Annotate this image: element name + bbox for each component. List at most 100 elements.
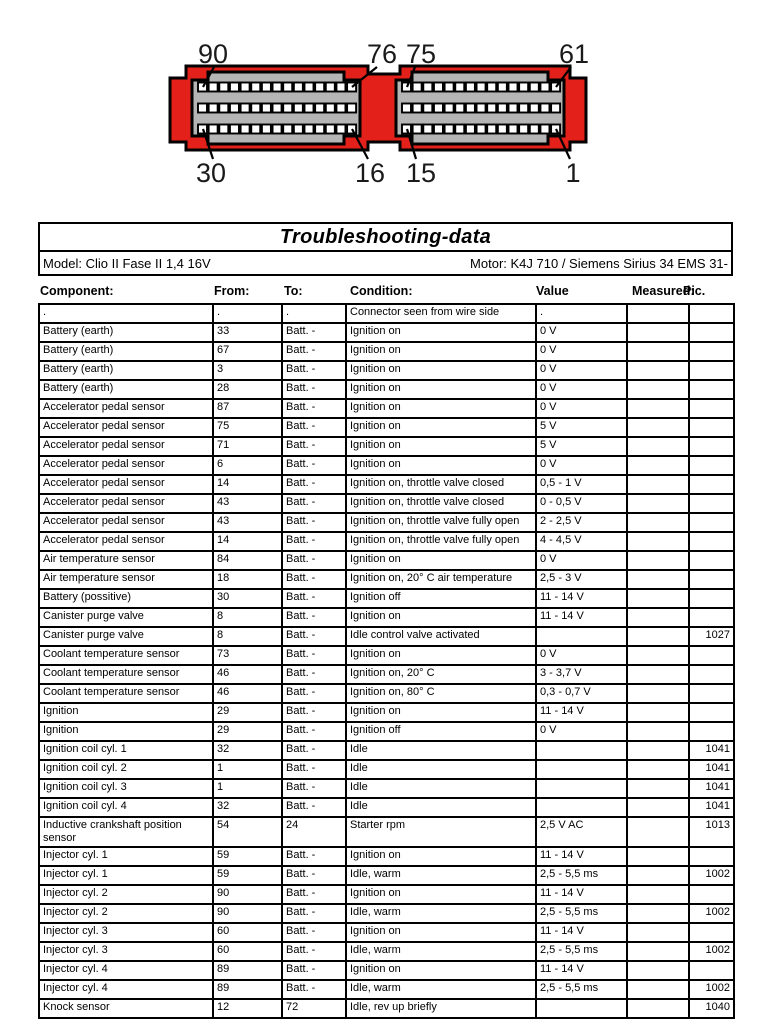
cell-pic: 1041 — [688, 778, 735, 799]
cell-value: . — [535, 303, 628, 324]
cell-from: 32 — [212, 740, 283, 761]
cell-condition: Idle, warm — [345, 979, 537, 1000]
cell-component: Accelerator pedal sensor — [38, 531, 214, 552]
cell-to: 24 — [281, 816, 347, 848]
cell-from: 46 — [212, 683, 283, 704]
cell-pic — [688, 922, 735, 943]
cell-to: Batt. - — [281, 379, 347, 400]
cell-to: Batt. - — [281, 569, 347, 590]
cell-pic — [688, 322, 735, 343]
connector-pin — [422, 123, 434, 135]
cell-value — [535, 759, 628, 780]
cell-component: Battery (earth) — [38, 360, 214, 381]
cell-measured — [626, 903, 690, 924]
pin-label-76: 76 — [367, 39, 397, 69]
cell-measured — [626, 721, 690, 742]
connector-pin — [271, 102, 283, 114]
cell-pic — [688, 303, 735, 324]
cell-component: Ignition coil cyl. 4 — [38, 797, 214, 818]
connector-pin — [401, 81, 412, 93]
connector-pin — [207, 102, 219, 114]
cell-value: 2 - 2,5 V — [535, 512, 628, 533]
connector-pin — [433, 123, 444, 135]
cell-component: Ignition — [38, 702, 214, 723]
connector-pin — [303, 81, 315, 93]
connector-pin — [507, 102, 519, 114]
connector-pin — [282, 123, 294, 135]
cell-component: Air temperature sensor — [38, 550, 214, 571]
cell-component: Injector cyl. 2 — [38, 903, 214, 924]
cell-measured — [626, 740, 690, 761]
cell-component: Injector cyl. 4 — [38, 979, 214, 1000]
connector-pin — [443, 102, 455, 114]
table-row: Ignition 29 Batt. - Ignition on 11 - 14 V — [38, 702, 735, 723]
connector-pin — [486, 123, 498, 135]
cell-to: Batt. - — [281, 797, 347, 818]
connector-pin — [401, 123, 412, 135]
cell-condition: Idle, warm — [345, 865, 537, 886]
cell-pic — [688, 398, 735, 419]
cell-value — [535, 778, 628, 799]
table-row: Injector cyl. 3 60 Batt. - Idle, warm 2,5 - … — [38, 941, 735, 962]
cell-measured — [626, 474, 690, 495]
cell-component: Accelerator pedal sensor — [38, 474, 214, 495]
cell-to: Batt. - — [281, 922, 347, 943]
connector-pin — [422, 102, 434, 114]
cell-value: 11 - 14 V — [535, 922, 628, 943]
connector-pin — [454, 102, 466, 114]
cell-pic: 1041 — [688, 740, 735, 761]
connector-pin — [401, 102, 412, 114]
cell-condition: Ignition on — [345, 884, 537, 905]
table-row: Accelerator pedal sensor 71 Batt. - Ignitio… — [38, 436, 735, 457]
cell-component: Battery (earth) — [38, 341, 214, 362]
cell-to: Batt. - — [281, 607, 347, 628]
connector-pin — [303, 102, 315, 114]
cell-from: 75 — [212, 417, 283, 438]
cell-condition: Ignition on, throttle valve fully open — [345, 531, 537, 552]
cell-condition: Idle, warm — [345, 903, 537, 924]
cell-from: 14 — [212, 474, 283, 495]
motor-text: Motor: K4J 710 / Siemens Sirius 34 EMS 3… — [470, 255, 728, 271]
cell-from: 28 — [212, 379, 283, 400]
cell-pic: 1002 — [688, 865, 735, 886]
cell-pic — [688, 531, 735, 552]
cell-condition: Idle — [345, 740, 537, 761]
cell-condition: Idle — [345, 797, 537, 818]
cell-measured — [626, 607, 690, 628]
connector-pin — [228, 102, 240, 114]
cell-value: 2,5 - 5,5 ms — [535, 979, 628, 1000]
cell-measured — [626, 979, 690, 1000]
cell-component: Injector cyl. 1 — [38, 865, 214, 886]
col-header-value: Value — [536, 284, 569, 298]
connector-pin — [411, 81, 423, 93]
cell-value: 11 - 14 V — [535, 846, 628, 867]
cell-value: 11 - 14 V — [535, 588, 628, 609]
cell-from: 59 — [212, 846, 283, 867]
connector-pin — [228, 81, 240, 93]
cell-from: 89 — [212, 960, 283, 981]
cell-condition: Idle, rev up briefly — [345, 998, 537, 1019]
cell-value: 0 V — [535, 550, 628, 571]
table-row: Accelerator pedal sensor 43 Batt. - Ignitio… — [38, 493, 735, 514]
cell-condition: Connector seen from wire side — [345, 303, 537, 324]
cell-value — [535, 797, 628, 818]
connector-pin — [324, 81, 336, 93]
cell-pic: 1002 — [688, 941, 735, 962]
cell-value: 2,5 - 5,5 ms — [535, 865, 628, 886]
cell-from: 14 — [212, 531, 283, 552]
cell-to: Batt. - — [281, 531, 347, 552]
table-row: Injector cyl. 2 90 Batt. - Ignition on 11 - … — [38, 884, 735, 905]
cell-to: Batt. - — [281, 398, 347, 419]
cell-value: 11 - 14 V — [535, 702, 628, 723]
cell-condition: Ignition on, 20° C — [345, 664, 537, 685]
cell-to: Batt. - — [281, 865, 347, 886]
connector-pin — [314, 102, 326, 114]
cell-measured — [626, 922, 690, 943]
connector-pin — [197, 123, 208, 135]
table-row: Accelerator pedal sensor 6 Batt. - Ignition… — [38, 455, 735, 476]
cell-pic — [688, 846, 735, 867]
table-row: Air temperature sensor 84 Batt. - Ignition … — [38, 550, 735, 571]
table-row: Injector cyl. 1 59 Batt. - Ignition on 11 - … — [38, 846, 735, 867]
model-text: Model: Clio II Fase II 1,4 16V — [43, 255, 211, 271]
cell-measured — [626, 398, 690, 419]
